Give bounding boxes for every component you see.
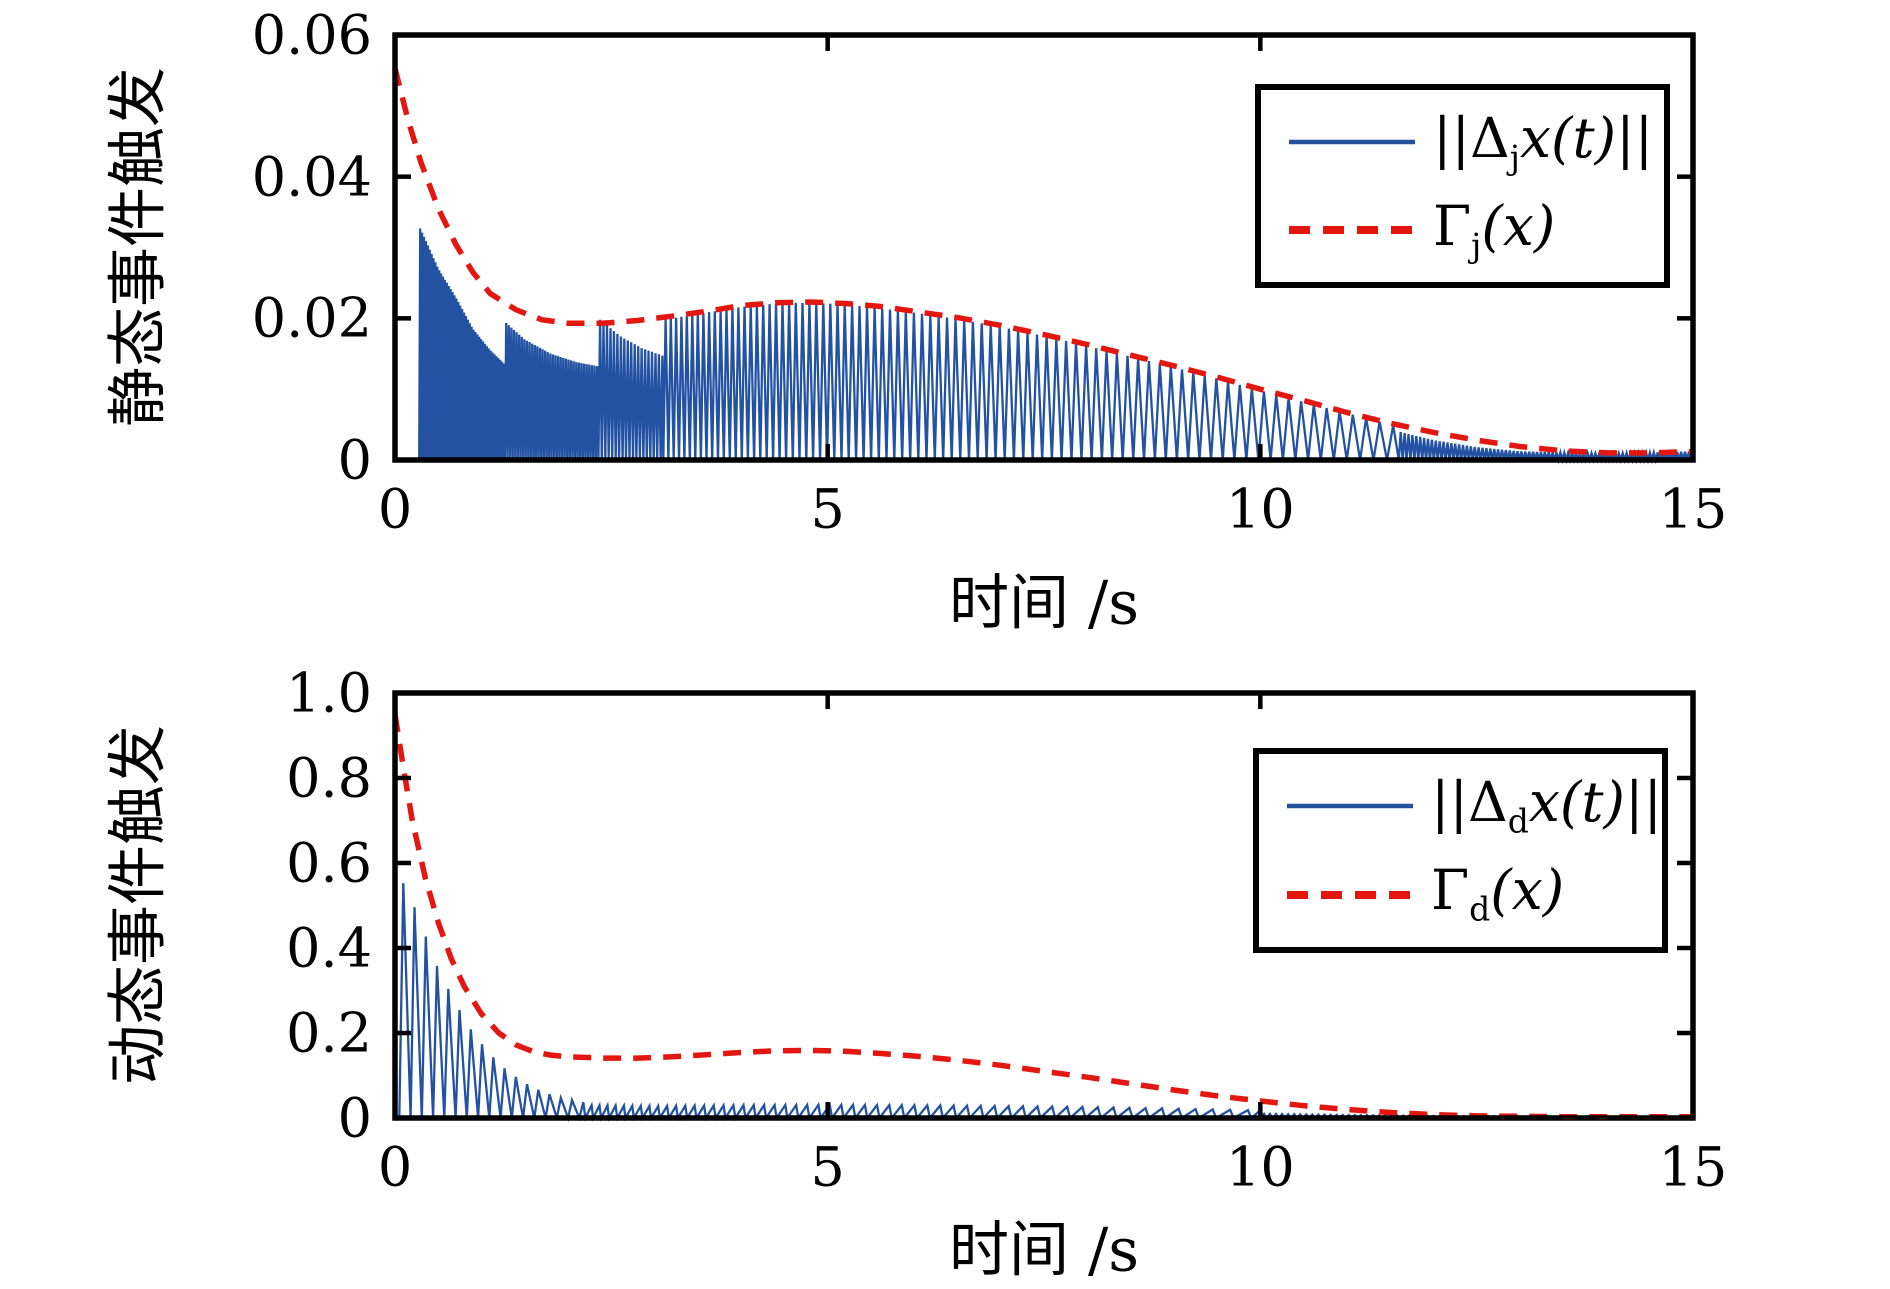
legend-label-part: j [1471, 225, 1482, 265]
dashed-line-sample [1289, 225, 1415, 234]
legend-entry: ||Δjx(t)|| [1287, 110, 1654, 177]
axes-frame [392, 690, 1696, 1121]
legend-label-part: ||Δ [1433, 105, 1510, 170]
legend-entry: Γj(x) [1287, 198, 1654, 265]
legend-label: ||Δdx(t)|| [1431, 774, 1662, 841]
legend-label: Γj(x) [1433, 198, 1555, 265]
y-tick-label: 0 [337, 1086, 372, 1150]
x-tick-label: 15 [1658, 477, 1728, 541]
y-tick-label: 0.8 [286, 746, 372, 810]
legend-label-part: || [1624, 769, 1663, 834]
legend-entry: Γd(x) [1285, 863, 1652, 926]
solid-line-sample [1289, 139, 1415, 145]
legend-label-part: (x) [1481, 193, 1556, 258]
solid-line-sample [1287, 803, 1413, 809]
y-tick-label: 1.0 [286, 661, 372, 725]
legend-label-part: d [1469, 890, 1491, 930]
legend-label: Γd(x) [1431, 863, 1564, 926]
legend-label-part: Γ [1431, 858, 1470, 923]
x-tick-label: 0 [377, 477, 413, 541]
y-axis-label-dynamic: 动态事件触发 [103, 725, 174, 1085]
x-tick-label: 10 [1225, 1135, 1295, 1199]
y-tick-label: 0.2 [286, 1001, 372, 1065]
x-axis-label-static: 时间 /s [948, 568, 1140, 639]
x-tick-label: 15 [1658, 1135, 1728, 1199]
x-tick-label: 0 [377, 1135, 413, 1199]
x-tick-label: 5 [810, 477, 845, 541]
y-tick-label: 0.06 [251, 3, 372, 67]
x-tick-label: 5 [810, 1135, 845, 1199]
y-tick-label: 0.04 [251, 145, 372, 209]
x-tick-label: 10 [1225, 477, 1295, 541]
legend-label-part: ||Δ [1431, 769, 1508, 834]
series-line-Γj(x) [392, 67, 1694, 456]
series-line-||Δj x(t)|| [395, 228, 1695, 465]
series-line-Γd(x) [392, 713, 1693, 1120]
legend-label-part: x(t) [1528, 769, 1625, 834]
y-tick-label: 0.6 [286, 831, 372, 895]
legend-box: ||Δjx(t)|| Γj(x) [1255, 84, 1670, 288]
legend-entry: ||Δdx(t)|| [1285, 774, 1662, 838]
legend-label-part: d [1507, 801, 1529, 841]
x-axis-label-dynamic: 时间 /s [948, 1215, 1140, 1286]
legend-label-part: x(t) [1520, 105, 1617, 170]
legend-label-part: (x) [1490, 858, 1565, 923]
legend-label: ||Δjx(t)|| [1433, 110, 1653, 177]
y-tick-label: 0.02 [251, 286, 372, 350]
legend-box: ||Δdx(t)|| Γd(x) [1253, 748, 1668, 953]
legend-label-part: || [1616, 105, 1654, 170]
dashed-line-sample [1287, 890, 1413, 899]
y-tick-label: 0 [337, 428, 372, 492]
y-axis-label-static: 静态事件触发 [103, 67, 174, 427]
legend-label-part: j [1509, 137, 1521, 177]
axes-frame [392, 32, 1696, 463]
legend-label-part: Γ [1433, 193, 1472, 258]
y-tick-label: 0.4 [286, 916, 372, 980]
